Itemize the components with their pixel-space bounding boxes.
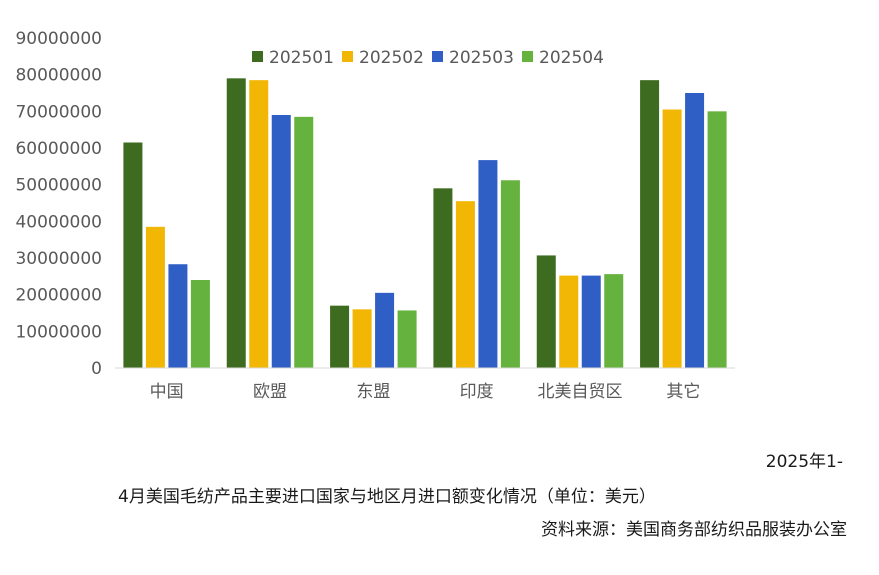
y-tick-label: 20000000: [15, 286, 102, 306]
y-tick-label: 10000000: [15, 322, 102, 342]
bar-202504-0: [190, 280, 210, 368]
source-note: 资料来源：美国商务部纺织品服装办公室: [541, 520, 847, 540]
bar-202503-4: [581, 275, 601, 368]
caption-line-2: 4月美国毛纺产品主要进口国家与地区月进口额变化情况（单位：美元）: [118, 487, 656, 507]
legend: 202501 202502 202503 202504: [252, 48, 604, 68]
legend-swatch-202503: [432, 51, 443, 62]
bar-202503-1: [271, 115, 291, 368]
bar-202501-3: [433, 188, 453, 368]
bar-chart: 0 10000000 20000000 30000000 40000000 5000000…: [15, 29, 735, 402]
bar-202503-0: [168, 264, 188, 368]
bar-202504-3: [500, 180, 520, 368]
bar-202504-2: [397, 310, 417, 368]
bar-202503-5: [685, 93, 705, 368]
bar-202502-3: [455, 201, 475, 368]
legend-label-202503: 202503: [449, 48, 514, 68]
bar-202501-5: [640, 80, 660, 369]
y-tick-label: 60000000: [15, 139, 102, 159]
legend-label-202501: 202501: [269, 48, 334, 68]
bar-202502-2: [352, 309, 372, 368]
bar-202504-1: [294, 116, 314, 368]
legend-swatch-202504: [522, 51, 533, 62]
caption-line-1: 2025年1-: [765, 452, 843, 472]
x-tick-label: 欧盟: [253, 382, 287, 402]
legend-swatch-202501: [252, 51, 263, 62]
legend-label-202502: 202502: [359, 48, 424, 68]
bar-202502-0: [145, 226, 165, 368]
bar-202502-1: [249, 80, 269, 369]
bar-202501-4: [536, 255, 556, 368]
y-tick-label: 80000000: [15, 66, 102, 86]
x-tick-label: 北美自贸区: [538, 382, 623, 402]
bar-202504-5: [707, 111, 727, 368]
x-tick-label: 印度: [460, 382, 494, 402]
x-tick-label: 东盟: [356, 382, 390, 402]
bar-202503-2: [375, 292, 395, 368]
y-tick-label: 40000000: [15, 212, 102, 232]
y-tick-label: 50000000: [15, 176, 102, 196]
y-tick-label: 30000000: [15, 249, 102, 269]
y-tick-label: 0: [91, 359, 102, 379]
legend-label-202504: 202504: [539, 48, 604, 68]
y-axis: 0 10000000 20000000 30000000 40000000 5000000…: [15, 29, 102, 379]
y-tick-label: 90000000: [15, 29, 102, 49]
bar-202503-3: [478, 160, 498, 368]
bar-202504-4: [604, 274, 624, 368]
bar-202501-2: [330, 305, 350, 368]
legend-swatch-202502: [342, 51, 353, 62]
x-tick-label: 中国: [150, 382, 184, 402]
x-axis: 中国 欧盟 东盟 印度 北美自贸区 其它: [115, 367, 735, 402]
bars: [123, 78, 727, 369]
bar-202502-4: [559, 275, 579, 368]
y-tick-label: 70000000: [15, 102, 102, 122]
bar-202501-0: [123, 142, 143, 368]
bar-202501-1: [226, 78, 246, 368]
bar-202502-5: [662, 109, 682, 368]
x-tick-label: 其它: [666, 382, 700, 402]
